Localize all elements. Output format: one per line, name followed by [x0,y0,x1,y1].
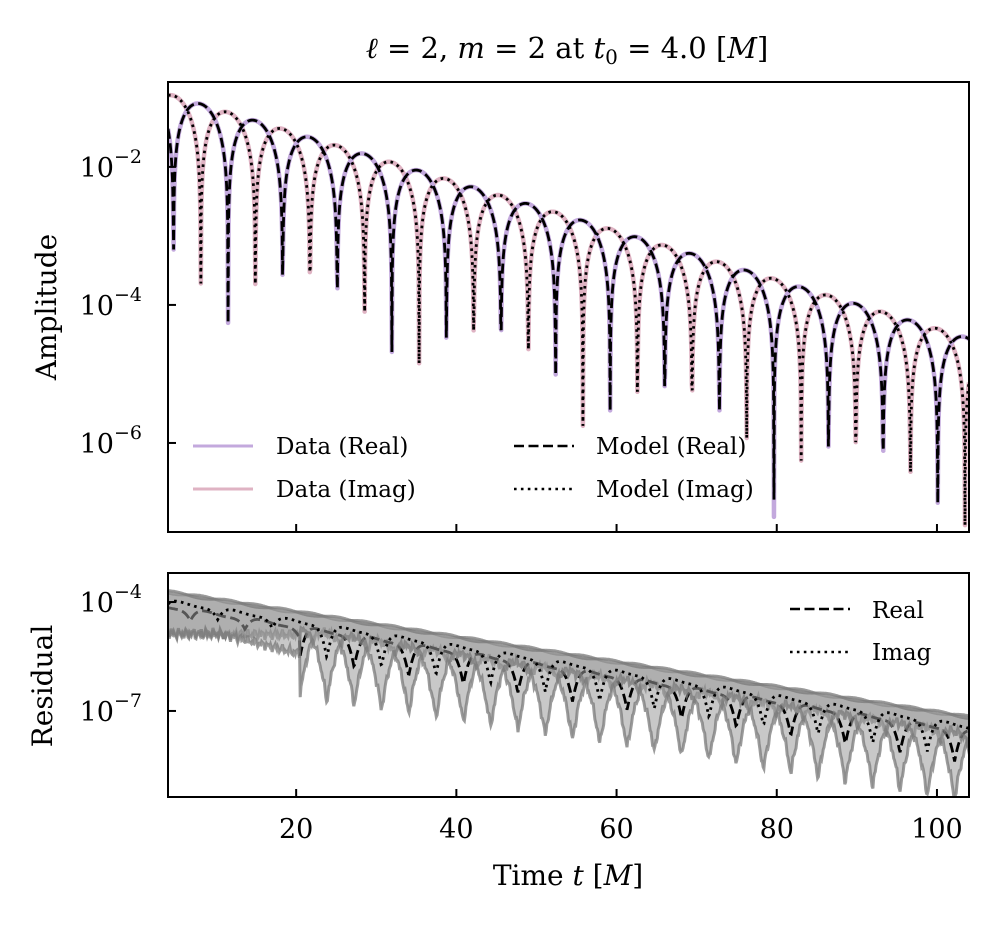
amplitude-plot-area [168,92,969,528]
x-tick-label: 40 [439,814,473,845]
chart-title: ℓ = 2, m = 2 at t0 = 4.0 [M] [366,31,769,69]
residual-y-axis-label: Residual [26,625,59,748]
x-tick-label: 80 [760,814,794,845]
y-tick-label: 10−6 [80,422,142,460]
x-axis-label: Time t [M] [493,859,643,892]
legend-entry-data-real: Data (Real) [193,434,408,460]
amplitude-y-axis-label: Amplitude [30,234,63,381]
legend-entry-residual-real: Real [790,598,924,624]
residual-x-ticks: 20 40 60 80 100 [279,789,963,845]
residual-panel: 10−4 10−7 20 40 60 80 100 Residual Time t [M]… [26,572,970,892]
legend-label-data-imag: Data (Imag) [276,477,416,503]
residual-band-upper-edge-imag [168,589,969,720]
amplitude-legend: Data (Real) Data (Imag) Model (Real) Mod… [193,434,754,503]
x-tick-label: 60 [599,814,633,845]
legend-entry-residual-imag: Imag [790,640,932,666]
residual-band-lower-edge-real [168,625,969,797]
residual-axes-frame [167,572,970,798]
residual-median-real [168,606,969,762]
legend-entry-model-real: Model (Real) [514,434,746,460]
residual-plot-area [168,589,969,797]
y-tick-label: 10−7 [80,690,142,728]
legend-label-residual-real: Real [872,598,924,624]
x-tick-label: 100 [911,814,963,845]
legend-label-model-real: Model (Real) [596,434,746,460]
legend-label-model-imag: Model (Imag) [596,477,754,503]
legend-entry-data-imag: Data (Imag) [193,477,416,503]
amplitude-x-ticks [295,524,938,532]
residual-y-ticks: 10−4 10−7 [80,581,176,728]
legend-label-residual-imag: Imag [872,640,932,666]
residual-legend: Real Imag [790,598,932,666]
legend-entry-model-imag: Model (Imag) [514,477,754,503]
x-tick-label: 20 [279,814,313,845]
residual-band-lower-edge-imag [168,624,969,797]
legend-label-data-real: Data (Real) [276,434,408,460]
series-model-imag [168,93,969,526]
amplitude-axes-frame [167,81,970,533]
amplitude-panel: 10−2 10−4 10−6 Amplitude Data (Real) Data … [30,81,970,533]
y-tick-label: 10−4 [80,284,142,322]
residual-median-imag [168,599,969,752]
amplitude-y-ticks: 10−2 10−4 10−6 [80,146,176,460]
y-tick-label: 10−2 [80,146,142,184]
y-tick-label: 10−4 [80,581,142,619]
